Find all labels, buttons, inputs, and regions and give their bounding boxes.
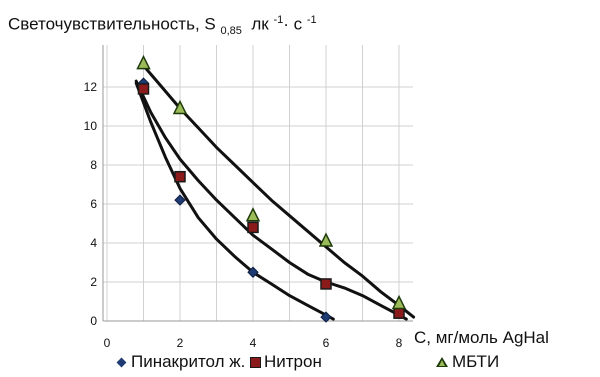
title-unit-a: лк: [251, 14, 269, 34]
trend-line: [134, 81, 335, 321]
title-separator: ·: [283, 14, 289, 34]
title-subscript: 0,85: [220, 25, 242, 38]
x-tick-label: 2: [177, 336, 184, 350]
triangle-point: [391, 294, 407, 310]
y-tick-label: 12: [84, 80, 98, 94]
legend-label-nitron: Нитрон: [264, 352, 322, 371]
y-tick-label: 8: [90, 158, 97, 172]
triangle-point: [172, 99, 188, 115]
x-tick-label: 6: [323, 336, 330, 350]
triangle-point: [136, 54, 151, 70]
title-sup-b: -1: [306, 14, 317, 26]
x-tick-label: 8: [396, 336, 403, 350]
trend-curves: [134, 64, 416, 321]
tick-labels: 0 2 4 6 8 10 12 0 2 4 6 8: [84, 80, 403, 350]
square-point: [320, 278, 332, 290]
square-marker-icon: [250, 356, 261, 368]
grid-lines: [102, 45, 413, 322]
title-main: Светочувствительность, S: [8, 14, 216, 34]
square-point: [174, 170, 186, 183]
triangle-point: [245, 207, 261, 222]
x-tick-label: 0: [104, 336, 111, 350]
x-axis-label: С, мг/моль AgHal: [414, 328, 549, 347]
legend-label-pinakritol: Пинакритол ж.: [131, 352, 246, 371]
x-tick-label: 4: [250, 336, 257, 350]
legend-item-nitron: Нитрон: [250, 352, 322, 372]
y-tick-label: 10: [84, 119, 98, 133]
y-tick-label: 4: [90, 236, 97, 250]
diamond-point: [320, 311, 332, 323]
legend-item-pinakritol: Пинакритол ж.: [116, 352, 246, 372]
square-point: [247, 221, 259, 234]
legend-item-mbti: МБТИ: [436, 352, 499, 372]
trend-line: [142, 64, 416, 319]
diamond-point: [174, 194, 186, 206]
legend-label-mbti: МБТИ: [452, 352, 500, 371]
trend-line: [134, 79, 408, 321]
triangle-point: [318, 232, 334, 247]
square-point: [393, 307, 405, 319]
triangle-marker-icon: [436, 357, 448, 367]
data-points: [136, 54, 407, 323]
y-tick-label: 0: [90, 314, 97, 328]
title-unit-b: с: [293, 14, 303, 34]
y-tick-label: 2: [90, 275, 97, 289]
square-point: [137, 83, 150, 95]
y-tick-label: 6: [90, 197, 97, 211]
chart-title: Светочувствительность, S 0,85 лк -1· с -…: [8, 14, 317, 37]
title-sup-a: -1: [273, 14, 284, 26]
diamond-point: [247, 266, 259, 278]
diamond-marker-icon: [116, 357, 127, 367]
